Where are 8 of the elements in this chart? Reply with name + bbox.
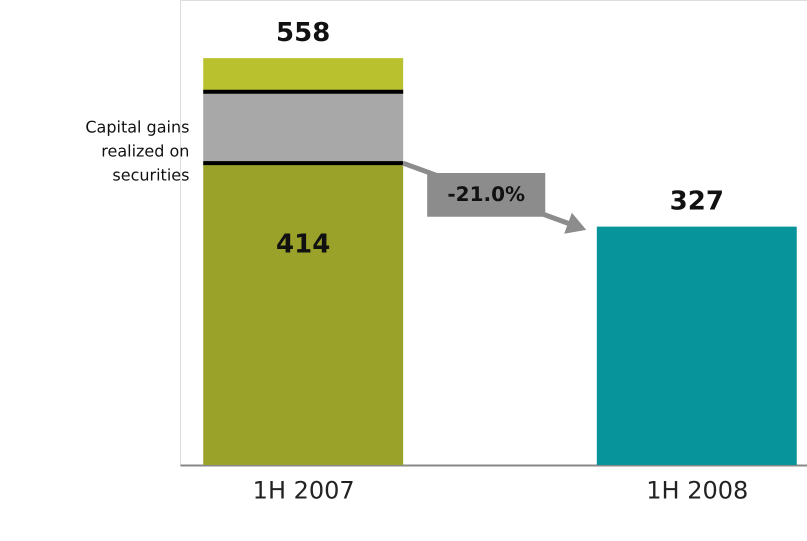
annotation: -21.0% xyxy=(447,182,526,206)
total-label: 327 xyxy=(670,186,724,217)
bar xyxy=(596,226,797,465)
data-label: 414 xyxy=(276,230,330,260)
series-label: Capital gains realized on securities xyxy=(85,117,190,184)
x-tick-label: 1H 2007 xyxy=(252,476,355,504)
x-tick-label: 1H 2008 xyxy=(646,476,748,504)
total-label: 558 xyxy=(276,18,330,48)
